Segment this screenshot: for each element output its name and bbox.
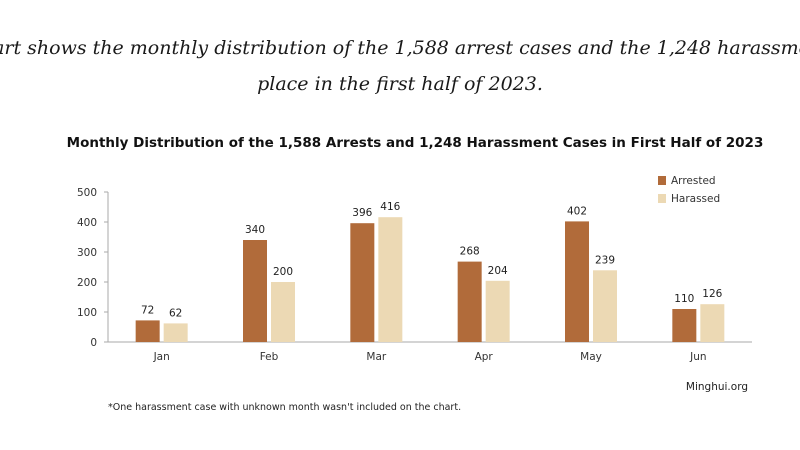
chart-title: Monthly Distribution of the 1,588 Arrest… <box>67 135 764 151</box>
data-label: 204 <box>488 265 508 277</box>
legend-label-arrested: Arrested <box>671 175 716 187</box>
source-label: Minghui.org <box>686 381 748 393</box>
y-tick-label: 100 <box>77 307 97 319</box>
caption-line-2: place in the first half of 2023. <box>257 73 543 95</box>
y-tick-label: 200 <box>77 277 97 289</box>
bar-harassed-feb <box>271 282 295 342</box>
bar-arrested-feb <box>243 240 267 342</box>
data-label: 62 <box>169 307 182 319</box>
data-label: 110 <box>674 293 694 305</box>
data-label: 402 <box>567 205 587 217</box>
bar-arrested-mar <box>350 223 375 342</box>
bar-arrested-jan <box>135 320 160 342</box>
data-label: 239 <box>595 254 615 266</box>
legend-swatch-arrested <box>658 176 666 185</box>
bar-harassed-jun <box>700 304 725 342</box>
x-tick-label: Jan <box>153 351 170 363</box>
x-tick-label: Mar <box>366 351 386 363</box>
x-tick-label: May <box>580 351 602 363</box>
caption-line-1: chart shows the monthly distribution of … <box>0 37 800 59</box>
y-tick-label: 300 <box>77 247 97 259</box>
bar-harassed-mar <box>378 217 403 342</box>
data-label: 200 <box>273 266 293 278</box>
caption: chart shows the monthly distribution of … <box>0 30 800 102</box>
data-label: 396 <box>352 207 372 219</box>
bar-harassed-may <box>593 270 617 342</box>
bar-arrested-jun <box>672 309 697 342</box>
data-label: 72 <box>141 304 154 316</box>
data-label: 268 <box>460 246 480 258</box>
legend-label-harassed: Harassed <box>671 193 720 205</box>
y-tick-label: 0 <box>90 337 97 349</box>
y-tick-label: 400 <box>77 217 97 229</box>
bar-arrested-may <box>565 221 589 342</box>
x-tick-label: Feb <box>260 351 279 363</box>
legend-swatch-harassed <box>658 194 666 203</box>
x-tick-label: Jun <box>689 351 706 363</box>
data-label: 340 <box>245 224 265 236</box>
data-label: 126 <box>702 288 722 300</box>
data-label: 416 <box>380 201 400 213</box>
footnote: *One harassment case with unknown month … <box>108 402 461 413</box>
bar-harassed-jan <box>163 323 188 342</box>
x-tick-label: Apr <box>475 351 494 363</box>
bar-arrested-apr <box>457 261 482 342</box>
bar-harassed-apr <box>485 280 510 342</box>
y-tick-label: 500 <box>77 187 97 199</box>
